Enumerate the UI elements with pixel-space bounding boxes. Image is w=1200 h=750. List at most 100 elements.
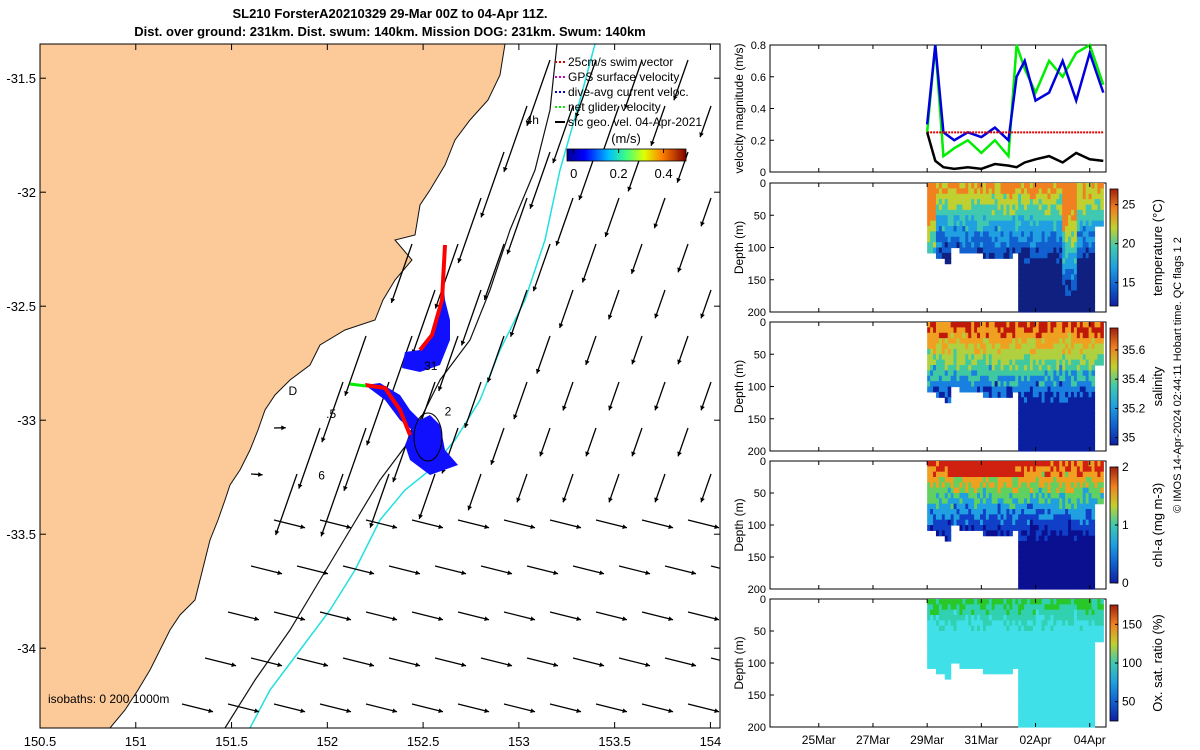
section-cell (1082, 599, 1087, 605)
section-cell (953, 609, 958, 616)
section-cell (1044, 615, 1049, 621)
section-cell (1029, 557, 1034, 563)
section-cell (1065, 354, 1069, 361)
section-cell (1009, 359, 1013, 366)
section-cell (927, 615, 931, 621)
section-cell (1021, 477, 1025, 483)
section-cell (1012, 204, 1016, 211)
section-cell (944, 535, 949, 542)
section-cell (1071, 705, 1075, 712)
section-cell (1076, 583, 1081, 590)
section-cell (944, 258, 949, 265)
current-vector (503, 611, 536, 622)
section-cell (1009, 183, 1013, 189)
section-cell (1038, 573, 1043, 579)
section-cell (1035, 242, 1040, 249)
section-cell (1026, 599, 1031, 605)
section-cell (974, 514, 978, 521)
section-cell (1056, 258, 1060, 265)
current-vector (673, 59, 689, 101)
section-cell (1024, 343, 1028, 350)
section-cell (1041, 641, 1046, 648)
section-cell (947, 188, 952, 195)
section-cell (1029, 641, 1034, 648)
section-cell (1003, 231, 1008, 238)
section-cell (968, 509, 972, 515)
section-cell (1076, 370, 1081, 377)
section-cell (1050, 424, 1054, 431)
section-cell (930, 193, 934, 200)
section-cell (1079, 657, 1084, 664)
section-cell (941, 641, 946, 648)
section-cell (1012, 609, 1016, 616)
section-cell (1076, 684, 1081, 691)
section-cell (1029, 578, 1034, 585)
section-cell (1021, 226, 1025, 232)
section-cell (977, 231, 981, 238)
section-cell (968, 247, 972, 254)
section-cell (1088, 647, 1093, 653)
section-cell (1015, 599, 1019, 605)
section-cell (1035, 663, 1040, 669)
section-cell (1071, 663, 1075, 669)
section-cell (997, 343, 1002, 350)
section-cell (1068, 657, 1072, 664)
section-cell (1071, 220, 1075, 227)
section-cell (956, 220, 961, 227)
section-cell (1071, 546, 1075, 553)
section-cell (1079, 209, 1084, 216)
section-cell (941, 204, 946, 211)
section-cell (1062, 413, 1066, 420)
section-cell (1056, 445, 1060, 452)
section-cell (956, 242, 961, 249)
section-cell (1094, 188, 1099, 195)
section-cell (1032, 668, 1037, 675)
section-cell (1073, 530, 1078, 537)
section-cell (1021, 684, 1025, 691)
section-cell (1047, 220, 1052, 227)
section-cell (994, 487, 999, 494)
section-cell (988, 375, 993, 382)
section-cell (980, 199, 984, 206)
section-cell (1018, 332, 1022, 339)
time-tick-label: 27Mar (856, 733, 890, 747)
section-cell (1003, 487, 1008, 494)
section-cell (1012, 477, 1016, 483)
section-cell (974, 188, 978, 195)
section-cell (1029, 348, 1034, 355)
section-cell (991, 343, 996, 350)
section-cell (1062, 673, 1066, 680)
section-cell (944, 252, 949, 259)
section-cell (1035, 583, 1040, 590)
section-cell (974, 247, 978, 254)
current-vector (388, 565, 421, 576)
section-cell (1065, 679, 1069, 685)
section-cell (930, 652, 934, 659)
section-cell (1100, 183, 1104, 189)
section-cell (974, 381, 978, 388)
section-cell (997, 641, 1002, 648)
velocity-ylabel: velocity magnitude (m/s) (732, 43, 746, 173)
section-cell (1047, 332, 1052, 339)
section-cell (1018, 199, 1022, 206)
section-cell (977, 365, 981, 371)
section-cell (1050, 689, 1054, 696)
section-cell (1053, 551, 1057, 558)
section-cell (1062, 509, 1066, 515)
section-cell (1021, 295, 1025, 302)
section-cell (971, 609, 975, 616)
section-cell (1071, 370, 1075, 377)
section-cell (988, 461, 993, 467)
section-cell (1085, 274, 1090, 281)
section-cell (1062, 269, 1066, 275)
section-cell (1079, 541, 1084, 547)
section-cell (1053, 705, 1057, 712)
section-cell (1018, 700, 1022, 707)
section-cell (1032, 721, 1037, 728)
section-cell (947, 625, 952, 632)
section-cell (927, 381, 931, 388)
section-cell (1056, 408, 1060, 414)
section-cell (1041, 242, 1046, 249)
section-cell (1026, 631, 1031, 637)
section-cell (941, 236, 946, 243)
